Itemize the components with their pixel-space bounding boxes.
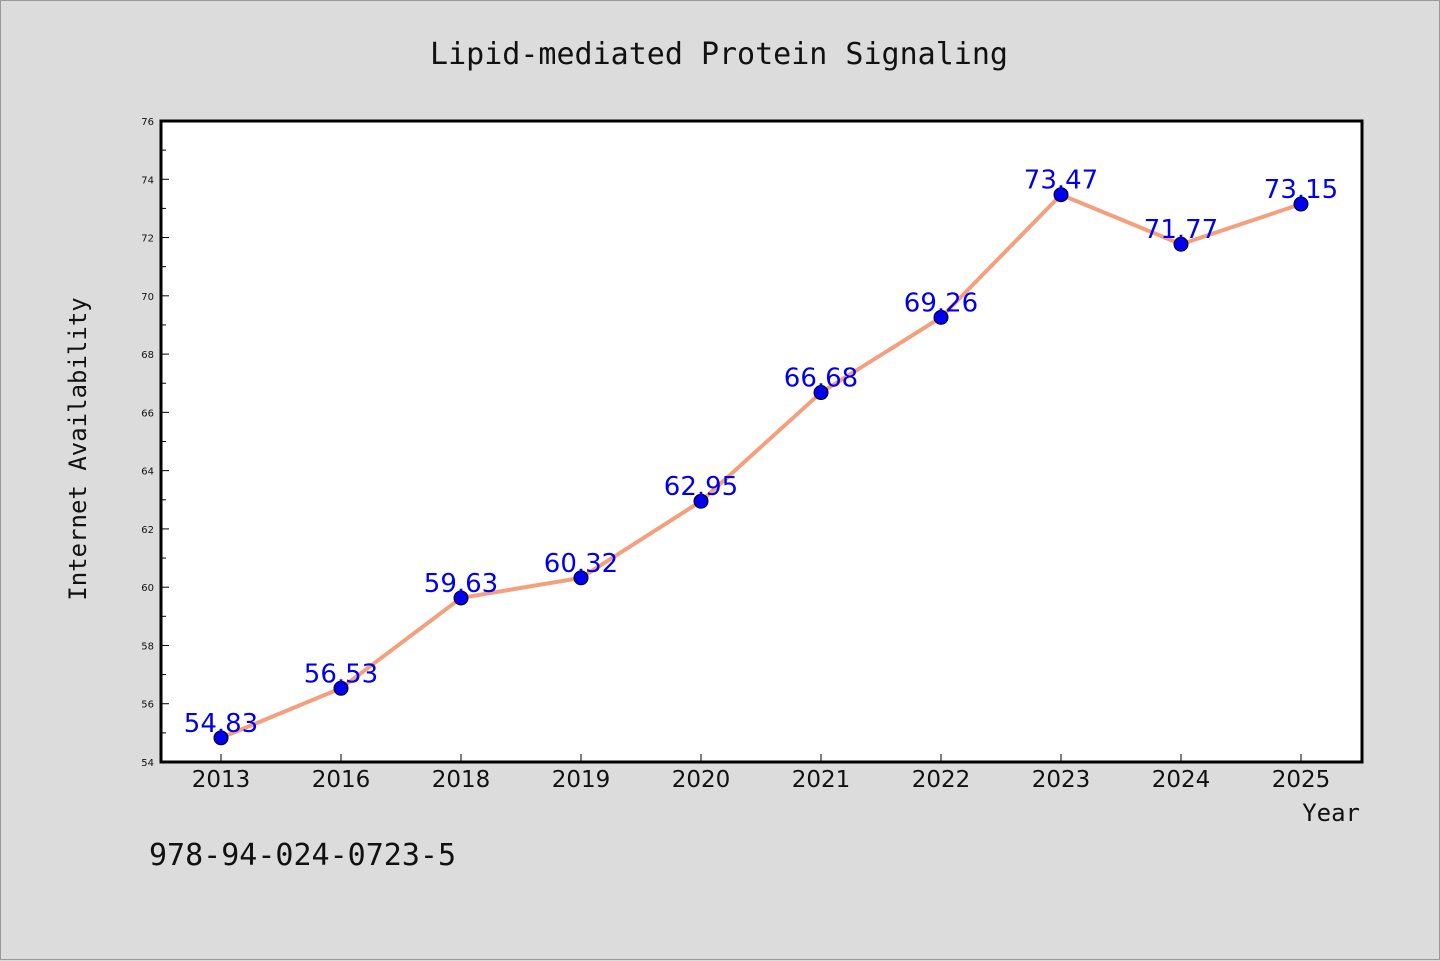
- data-point: [933, 309, 949, 325]
- x-axis: 2013 2016 2018 2019 2020 2021 2022 2023 2024 2025: [192, 754, 1331, 793]
- x-tick-label: 2021: [792, 767, 851, 793]
- series-line: 54.83 56.53 59.63 60.32 62.95 66.68 69.26 73.47…: [184, 166, 1338, 746]
- x-tick-label: 2024: [1152, 767, 1211, 793]
- x-tick-label: 2018: [432, 767, 491, 793]
- data-label: 60.32: [544, 549, 618, 579]
- plot-area: [159, 119, 1364, 764]
- x-tick-label: 2013: [192, 767, 251, 793]
- data-point: [693, 493, 709, 509]
- x-tick-label: 2016: [312, 767, 371, 793]
- data-label: 56.53: [304, 659, 378, 689]
- y-tick-label: 70: [141, 292, 154, 303]
- data-point: [573, 570, 589, 586]
- chart-title: Lipid-mediated Protein Signaling: [430, 37, 1008, 72]
- y-tick-label: 66: [141, 408, 154, 419]
- data-label: 59.63: [424, 569, 498, 599]
- data-point: [1293, 196, 1309, 212]
- y-tick-label: 74: [141, 175, 154, 186]
- data-label: 71.77: [1144, 215, 1218, 245]
- data-label: 66.68: [784, 364, 858, 394]
- y-tick-label: 68: [141, 350, 154, 361]
- series-path: [220, 192, 1302, 740]
- isbn-text: 978-94-024-0723-5: [149, 838, 456, 873]
- y-axis: 54 56 58 60 62 64 66 68 70 72 74 76: [141, 117, 169, 769]
- data-label: 69.26: [904, 288, 978, 318]
- y-tick-label: 56: [141, 700, 154, 711]
- y-tick-label: 54: [141, 758, 154, 769]
- data-point: [813, 385, 829, 401]
- y-tick-label: 64: [141, 467, 154, 478]
- x-tick-label: 2020: [672, 767, 731, 793]
- data-point: [213, 730, 229, 746]
- y-tick-label: 72: [141, 234, 154, 245]
- y-tick-label: 76: [141, 117, 154, 128]
- x-tick-label: 2022: [912, 767, 971, 793]
- y-tick-label: 58: [141, 641, 154, 652]
- data-point: [1053, 187, 1069, 203]
- data-label: 54.83: [184, 709, 258, 739]
- data-point: [1173, 236, 1189, 252]
- y-tick-label: 62: [141, 525, 154, 536]
- x-tick-label: 2023: [1032, 767, 1091, 793]
- x-axis-label: Year: [1302, 799, 1360, 827]
- y-axis-label: Internet Availability: [64, 297, 92, 600]
- data-label: 73.47: [1024, 166, 1098, 196]
- data-label: 62.95: [664, 472, 738, 502]
- data-point: [333, 680, 349, 696]
- x-tick-label: 2025: [1272, 767, 1331, 793]
- data-label: 73.15: [1264, 175, 1338, 205]
- y-tick-label: 60: [141, 583, 154, 594]
- data-point: [453, 590, 469, 606]
- x-tick-label: 2019: [552, 767, 611, 793]
